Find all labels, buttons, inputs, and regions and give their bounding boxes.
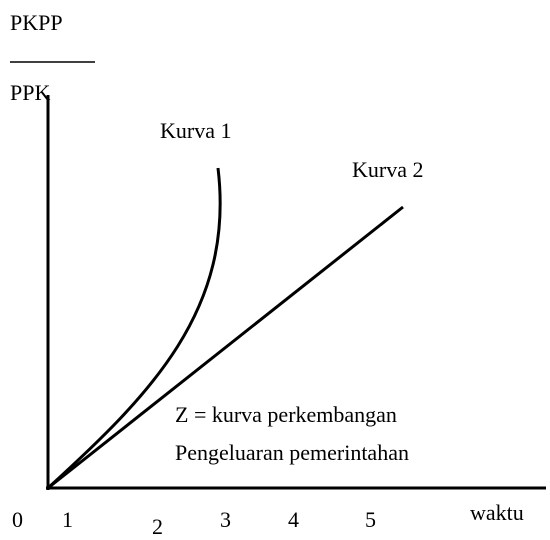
curve-1: [46, 167, 222, 490]
x-tick-label: 3: [220, 507, 231, 532]
y-label-denominator: PPK: [10, 80, 50, 105]
curve-label: Kurva 1: [160, 118, 231, 143]
x-tick-label: 2: [152, 514, 163, 539]
x-tick-label: 0: [12, 507, 23, 532]
curve-2: [47, 205, 404, 490]
x-tick-label: 1: [62, 507, 73, 532]
annotation: Pengeluaran pemerintahan: [175, 440, 409, 465]
x-tick-label: 4: [288, 507, 299, 532]
x-tick-label: 5: [365, 507, 376, 532]
curve-label: Kurva 2: [352, 157, 423, 182]
annotation: Z = kurva perkembangan: [175, 402, 397, 427]
y-label-numerator: PKPP: [10, 10, 63, 35]
x-axis-label: waktu: [470, 500, 524, 525]
